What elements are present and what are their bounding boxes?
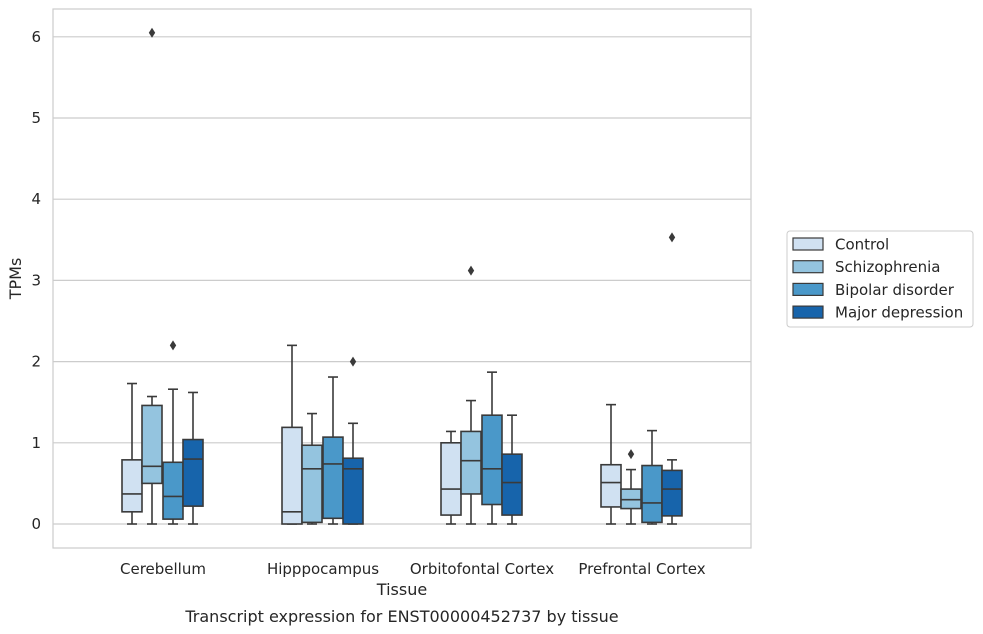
iqr-box bbox=[322, 436, 344, 520]
box-plot-mark bbox=[460, 265, 482, 525]
y-tick-label: 2 bbox=[31, 353, 41, 371]
iqr-box bbox=[481, 414, 503, 506]
iqr-box bbox=[281, 426, 303, 525]
x-axis-label: Tissue bbox=[376, 580, 427, 599]
series-control bbox=[121, 344, 622, 525]
outlier-point bbox=[169, 340, 177, 351]
box-plot-mark bbox=[501, 414, 523, 525]
x-tick-labels: Cerebellum Hipppocampus Orbitofontal Corte… bbox=[120, 560, 706, 578]
outlier-point bbox=[627, 449, 635, 460]
iqr-box bbox=[600, 463, 622, 508]
legend-swatch bbox=[792, 260, 824, 274]
legend-frame bbox=[786, 230, 974, 328]
box-plot-mark bbox=[620, 449, 642, 525]
box-plot-mark bbox=[600, 403, 622, 525]
iqr-box bbox=[620, 488, 642, 510]
legend-swatch bbox=[792, 237, 824, 251]
legend-label: Bipolar disorder bbox=[835, 281, 955, 299]
box-series bbox=[121, 27, 683, 525]
y-tick-label: 3 bbox=[31, 271, 41, 289]
series-schizophrenia bbox=[141, 27, 642, 525]
outlier-point bbox=[349, 356, 357, 367]
iqr-box bbox=[182, 438, 204, 507]
outlier-point bbox=[148, 27, 156, 38]
box-plot-mark bbox=[121, 382, 143, 525]
iqr-box bbox=[342, 457, 364, 525]
legend-swatch bbox=[792, 282, 824, 296]
y-tick-label: 1 bbox=[31, 434, 41, 452]
box-plot-mark bbox=[162, 340, 184, 525]
x-tick-label: Cerebellum bbox=[120, 560, 206, 578]
legend-label: Control bbox=[835, 236, 889, 254]
box-plot-mark bbox=[342, 356, 364, 525]
y-tick-label: 4 bbox=[31, 190, 41, 208]
outlier-point bbox=[668, 232, 676, 243]
plot-frame bbox=[52, 8, 752, 549]
y-tick-labels: 0 1 2 3 4 5 6 bbox=[31, 28, 41, 533]
box-plot-mark bbox=[301, 412, 323, 525]
iqr-box bbox=[301, 444, 323, 524]
box-plot-mark bbox=[481, 371, 503, 525]
series-major-depression bbox=[182, 232, 683, 525]
iqr-box bbox=[440, 441, 462, 516]
box-plot-mark bbox=[641, 429, 663, 525]
iqr-box bbox=[121, 459, 143, 513]
iqr-box bbox=[641, 464, 663, 524]
y-tick-label: 5 bbox=[31, 109, 41, 127]
series-bipolar-disorder bbox=[162, 340, 663, 525]
iqr-box bbox=[460, 430, 482, 495]
y-tick-label: 6 bbox=[31, 28, 41, 46]
figure-caption: Transcript expression for ENST0000045273… bbox=[184, 607, 618, 626]
iqr-box bbox=[501, 453, 523, 516]
iqr-box bbox=[162, 461, 184, 520]
legend-label: Schizophrenia bbox=[835, 258, 940, 276]
legend-label: Major depression bbox=[835, 304, 963, 322]
iqr-box bbox=[661, 469, 683, 517]
y-axis-label: TPMs bbox=[6, 258, 25, 301]
x-tick-label: Hipppocampus bbox=[267, 560, 379, 578]
x-tick-label: Orbitofontal Cortex bbox=[410, 560, 554, 578]
box-plot-mark bbox=[182, 391, 204, 525]
outlier-point bbox=[467, 265, 475, 276]
grid-lines bbox=[53, 36, 751, 525]
x-tick-label: Prefrontal Cortex bbox=[578, 560, 705, 578]
box-plot-mark bbox=[281, 344, 303, 525]
box-plot-mark bbox=[440, 430, 462, 525]
legend-swatch bbox=[792, 305, 824, 319]
box-plot-mark bbox=[322, 376, 344, 525]
y-tick-label: 0 bbox=[31, 515, 41, 533]
legend: Control Schizophrenia Bipolar disorder Majo… bbox=[786, 230, 974, 328]
box-plot-mark bbox=[661, 232, 683, 525]
iqr-box bbox=[141, 404, 163, 485]
box-plot-mark bbox=[141, 27, 163, 525]
